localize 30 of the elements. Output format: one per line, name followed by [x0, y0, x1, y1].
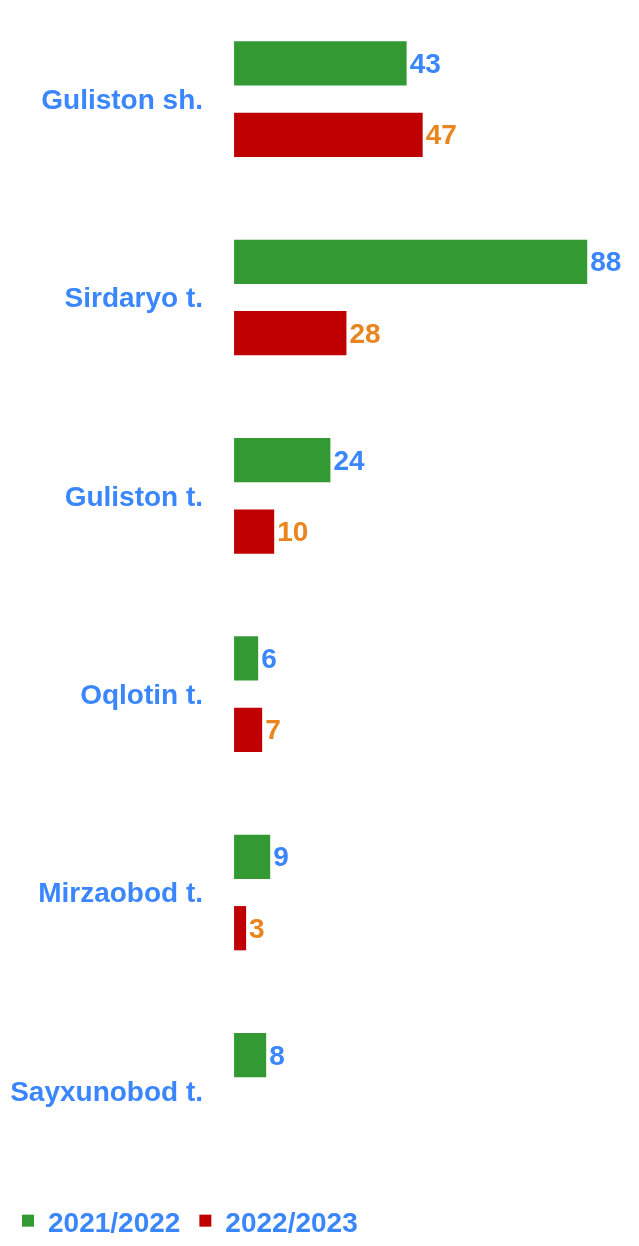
bar [234, 438, 331, 483]
y-tick-label: Guliston sh. [41, 83, 204, 115]
bar [234, 239, 588, 284]
legend-label: 2021/2022 [48, 1206, 181, 1238]
y-tick-label: Guliston t. [64, 480, 204, 512]
bar [234, 311, 347, 356]
bar [234, 1033, 267, 1078]
data-label: 7 [265, 714, 281, 746]
y-tick-label: Mirzaobod t. [38, 877, 204, 909]
y-tick-label: Sayxunobod t. [10, 1075, 204, 1107]
data-label: 10 [277, 516, 309, 548]
data-label: 9 [273, 841, 289, 873]
bar [234, 509, 275, 554]
bar [234, 41, 407, 86]
data-label: 47 [425, 119, 457, 151]
bar [234, 906, 247, 951]
data-label: 3 [249, 912, 265, 944]
bar [234, 112, 423, 157]
legend-label: 2022/2023 [225, 1206, 358, 1238]
y-tick-label: Oqlotin t. [80, 678, 204, 710]
bar [234, 707, 263, 752]
bar [234, 834, 271, 879]
data-label: 24 [333, 444, 365, 476]
data-label: 8 [269, 1039, 285, 1071]
data-label: 88 [590, 246, 622, 278]
data-label: 28 [349, 317, 381, 349]
y-tick-label: Sirdaryo t. [64, 282, 204, 314]
data-label: 6 [261, 642, 277, 674]
bar [234, 636, 259, 681]
data-label: 43 [409, 47, 441, 79]
